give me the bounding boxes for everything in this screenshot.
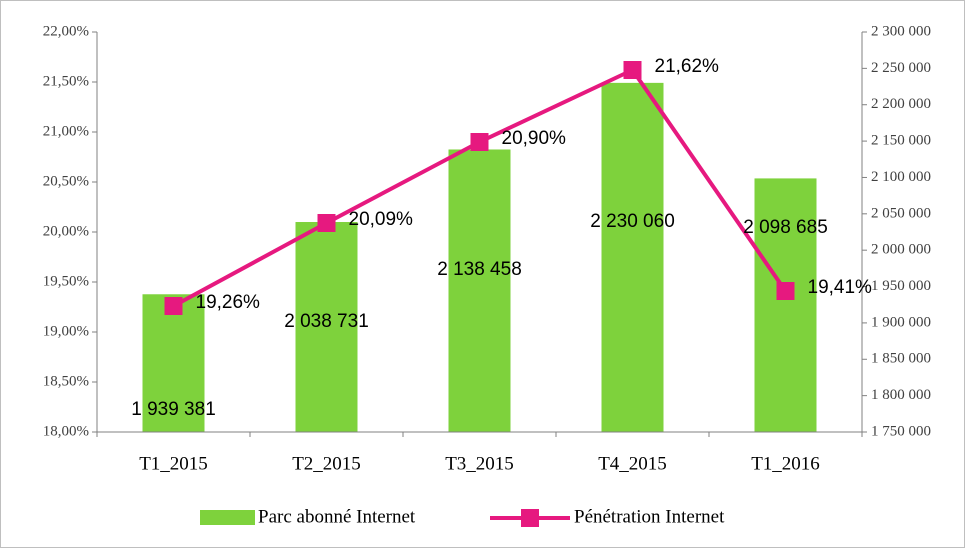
line-marker bbox=[470, 133, 489, 151]
y2-tick-label: 2 050 000 bbox=[871, 205, 931, 221]
y2-tick-label: 2 100 000 bbox=[871, 169, 931, 185]
line-marker bbox=[623, 61, 642, 79]
line-marker bbox=[776, 282, 795, 300]
y2-tick-label: 2 300 000 bbox=[871, 23, 931, 39]
bar-value-label: 2 230 060 bbox=[590, 211, 675, 232]
y2-tick-label: 1 900 000 bbox=[871, 314, 931, 330]
y2-tick-label: 2 000 000 bbox=[871, 242, 931, 258]
line-marker bbox=[164, 297, 183, 315]
y-tick-label: 20,00% bbox=[43, 223, 89, 239]
y-tick-label: 20,50% bbox=[43, 173, 89, 189]
x-tick-label: T1_2016 bbox=[751, 453, 820, 474]
bar-value-label: 1 939 381 bbox=[131, 399, 216, 420]
bar bbox=[142, 294, 205, 432]
line-value-label: 19,26% bbox=[196, 292, 261, 313]
y-tick-label: 18,00% bbox=[43, 423, 89, 439]
bar bbox=[295, 222, 358, 432]
bar-value-label: 2 138 458 bbox=[437, 259, 522, 280]
line-value-label: 19,41% bbox=[808, 277, 873, 298]
x-tick-label: T1_2015 bbox=[139, 453, 208, 474]
line-value-label: 20,09% bbox=[349, 209, 414, 230]
y-tick-label: 21,00% bbox=[43, 123, 89, 139]
y-tick-label: 22,00% bbox=[43, 23, 89, 39]
line-value-label: 20,90% bbox=[502, 128, 567, 149]
y-tick-label: 18,50% bbox=[43, 373, 89, 389]
y2-tick-label: 2 250 000 bbox=[871, 60, 931, 76]
line-marker bbox=[317, 214, 336, 232]
bar bbox=[754, 178, 817, 432]
y2-tick-label: 1 800 000 bbox=[871, 387, 931, 403]
y2-tick-label: 1 950 000 bbox=[871, 278, 931, 294]
legend-marker bbox=[521, 509, 539, 527]
legend-label: Pénétration Internet bbox=[574, 506, 725, 527]
legend-label: Parc abonné Internet bbox=[258, 506, 416, 527]
bar bbox=[601, 82, 664, 433]
bar bbox=[448, 149, 511, 432]
x-tick-label: T3_2015 bbox=[445, 453, 514, 474]
y2-tick-label: 1 750 000 bbox=[871, 423, 931, 439]
bar-value-label: 2 098 685 bbox=[743, 217, 828, 238]
y-tick-label: 19,50% bbox=[43, 273, 89, 289]
x-tick-label: T2_2015 bbox=[292, 453, 361, 474]
line-value-label: 21,62% bbox=[655, 56, 720, 77]
y2-tick-label: 2 200 000 bbox=[871, 96, 931, 112]
legend-swatch bbox=[200, 510, 255, 525]
y-tick-label: 21,50% bbox=[43, 73, 89, 89]
y-tick-label: 19,00% bbox=[43, 323, 89, 339]
y2-tick-label: 2 150 000 bbox=[871, 133, 931, 149]
y2-tick-label: 1 850 000 bbox=[871, 351, 931, 367]
x-tick-label: T4_2015 bbox=[598, 453, 667, 474]
bar-value-label: 2 038 731 bbox=[284, 311, 369, 332]
